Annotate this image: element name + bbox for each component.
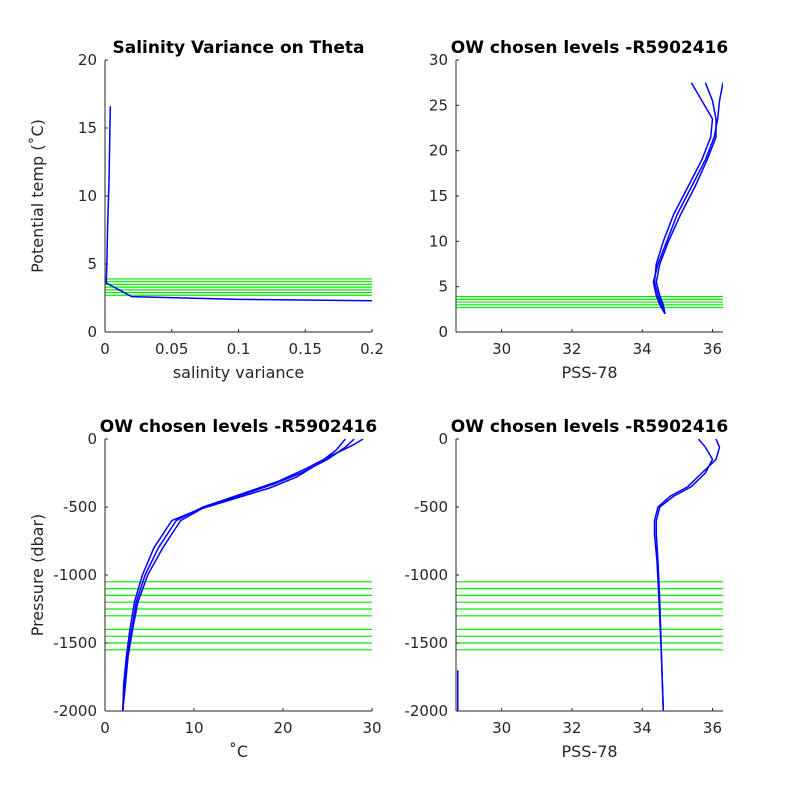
y-tick-label: -500: [63, 498, 97, 516]
x-tick-label: 0.1: [227, 340, 251, 358]
chosen-levels: [105, 278, 372, 296]
x-tick-label: 32: [562, 340, 581, 358]
y-tick-label: 10: [78, 187, 97, 205]
plot-title: OW chosen levels -R5902416: [100, 417, 377, 437]
x-axis-label: PSS-78: [561, 363, 617, 382]
y-tick-label: 0: [87, 323, 97, 341]
x-tick-label: 0.2: [360, 340, 384, 358]
profile-line: [653, 439, 721, 711]
x-axis-label: salinity variance: [173, 363, 304, 382]
profile-line: [122, 439, 355, 711]
x-tick-label: 36: [703, 340, 722, 358]
y-tick-label: -500: [414, 498, 448, 516]
profile-line: [655, 82, 717, 315]
profile-line: [655, 439, 714, 711]
x-tick-label: 34: [633, 719, 652, 737]
x-tick-label: 30: [362, 719, 381, 737]
plot-4: 30 32 34 36 0 -500 -1000 -1500 -2000 OW chosen le…: [404, 417, 728, 761]
x-axis-label: ˚C: [229, 742, 248, 761]
x-tick-label: 10: [184, 719, 203, 737]
profiles: [105, 106, 372, 302]
x-tick-label: 0: [100, 340, 110, 358]
y-tick-label: 5: [87, 255, 97, 273]
y-tick-label: -1000: [53, 566, 97, 584]
y-tick-label: 15: [429, 187, 448, 205]
y-tick-label: 0: [438, 323, 448, 341]
profiles: [457, 439, 721, 711]
y-axis-label: Potential temp (˚C): [28, 119, 47, 273]
x-axis-label: PSS-78: [561, 742, 617, 761]
x-tick-label: 30: [492, 340, 511, 358]
y-tick-label: -1500: [404, 634, 448, 652]
profile-line: [122, 439, 346, 711]
x-tick-label: 0.05: [155, 340, 188, 358]
plot-1: 0 0.05 0.1 0.15 0.2 0 5 10 15 20 Salinity Variance…: [28, 38, 384, 382]
y-tick-label: 30: [429, 51, 448, 69]
plot-title: OW chosen levels -R5902416: [451, 38, 728, 58]
plot-title: Salinity Variance on Theta: [113, 38, 365, 58]
x-tick-label: 34: [633, 340, 652, 358]
profile-line: [653, 82, 714, 315]
y-tick-label: 20: [429, 142, 448, 160]
chosen-levels: [105, 581, 372, 651]
profiles: [652, 82, 723, 315]
chosen-levels: [456, 581, 723, 651]
y-tick-label: -2000: [404, 702, 448, 720]
y-tick-label: -1500: [53, 634, 97, 652]
profile-line: [105, 106, 372, 302]
y-tick-label: 20: [78, 51, 97, 69]
plot-3: 0 10 20 30 0 -500 -1000 -1500 -2000 OW chosen lev…: [28, 417, 382, 761]
x-tick-label: 0: [100, 719, 110, 737]
y-tick-label: 5: [438, 278, 448, 296]
profiles: [122, 439, 364, 711]
x-tick-label: 30: [492, 719, 511, 737]
profile-line: [122, 439, 364, 711]
chosen-levels: [456, 296, 723, 309]
y-tick-label: 0: [87, 430, 97, 448]
x-tick-label: 36: [703, 719, 722, 737]
y-tick-label: 25: [429, 96, 448, 114]
y-tick-label: 10: [429, 232, 448, 250]
y-tick-label: 15: [78, 119, 97, 137]
y-axis-label: Pressure (dbar): [28, 514, 47, 637]
plot-title: OW chosen levels -R5902416: [451, 417, 728, 437]
x-tick-label: 0.15: [289, 340, 322, 358]
profile-line: [652, 82, 723, 315]
y-tick-label: -2000: [53, 702, 97, 720]
x-tick-label: 20: [273, 719, 292, 737]
x-tick-label: 32: [562, 719, 581, 737]
y-tick-label: -1000: [404, 566, 448, 584]
y-tick-label: 0: [438, 430, 448, 448]
